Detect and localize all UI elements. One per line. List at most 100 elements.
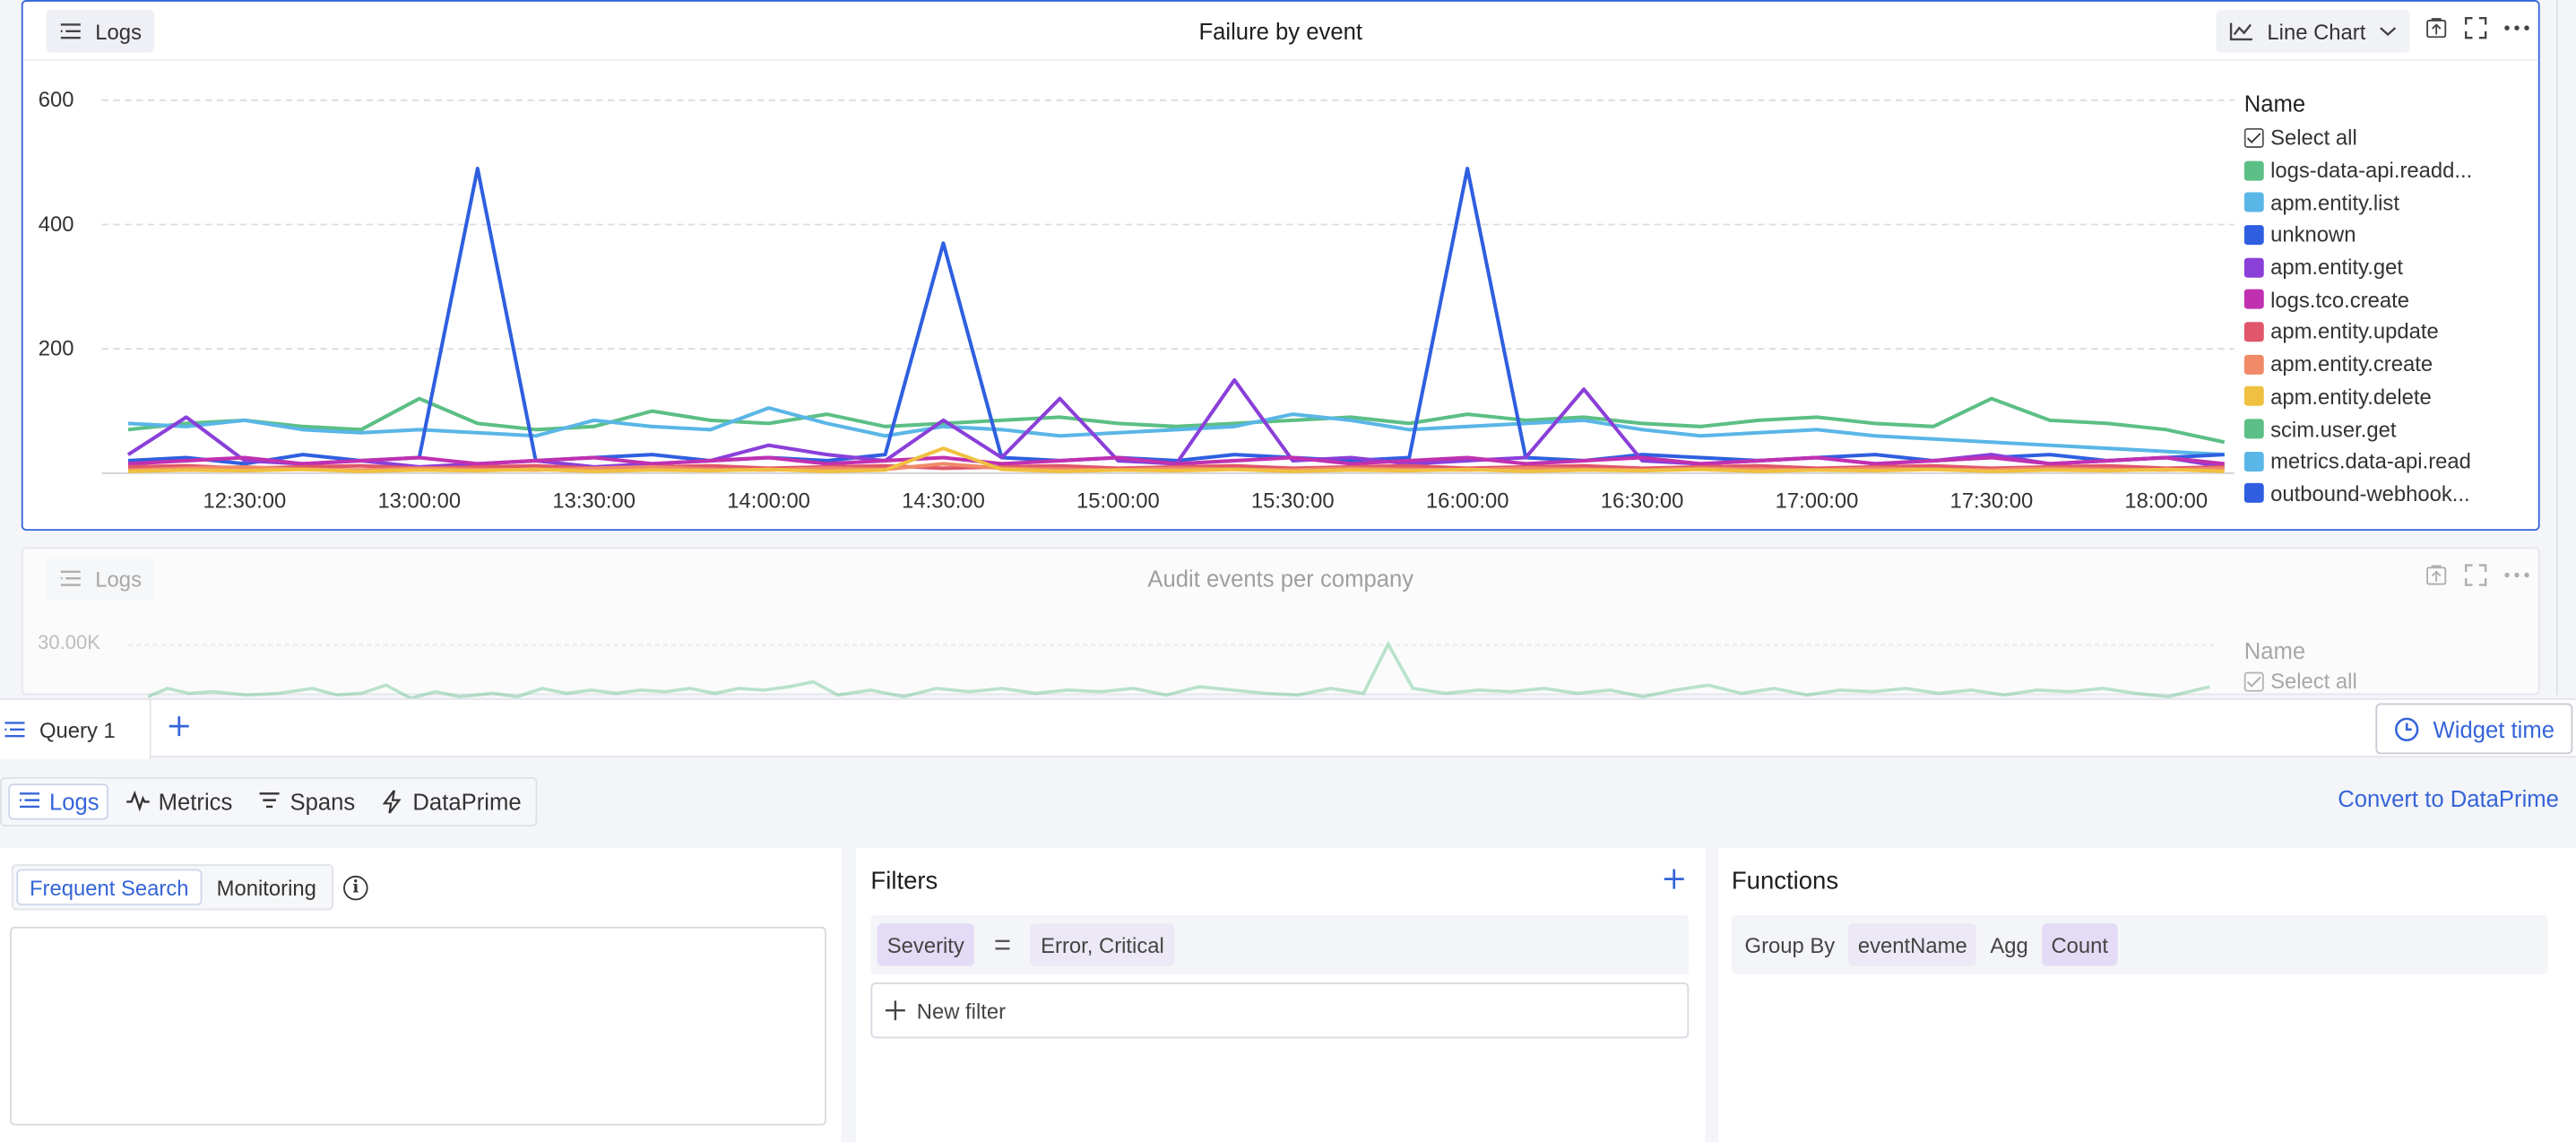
function-row: Group By eventName Agg Count bbox=[1731, 914, 2548, 974]
convert-to-dataprime-link[interactable]: Convert to DataPrime bbox=[2338, 785, 2559, 812]
logs-icon bbox=[60, 23, 81, 39]
series-line bbox=[127, 446, 2225, 473]
legend-item[interactable]: scim.user.get bbox=[2243, 412, 2540, 445]
logs-source-chip[interactable]: Logs bbox=[46, 557, 155, 601]
legend-select-all[interactable]: Select all bbox=[2243, 122, 2540, 154]
line-chart-icon bbox=[2229, 22, 2252, 41]
legend-label: outbound-webhook... bbox=[2270, 480, 2470, 506]
info-icon[interactable]: i bbox=[343, 875, 368, 901]
filters-title: Filters bbox=[870, 867, 938, 895]
y-tick-label: 200 bbox=[39, 337, 74, 361]
legend-label: apm.entity.list bbox=[2270, 190, 2399, 215]
group-by-value[interactable]: eventName bbox=[1847, 923, 1977, 966]
select-all-label: Select all bbox=[2270, 668, 2357, 694]
query-type-logs[interactable]: Logs bbox=[8, 783, 109, 820]
query-type-label: Spans bbox=[290, 788, 356, 816]
failure-by-event-widget: Logs Failure by event Line Chart 200 400 6… bbox=[21, 0, 2540, 532]
legend-item[interactable]: outbound-webhook... bbox=[2243, 478, 2540, 510]
x-tick-label: 18:00:00 bbox=[2124, 489, 2208, 513]
chevron-down-icon bbox=[2380, 27, 2397, 37]
series-line bbox=[127, 406, 2225, 457]
widget-title: Failure by event bbox=[1198, 18, 1363, 45]
x-tick-label: 17:00:00 bbox=[1776, 489, 1859, 513]
tab-query-1[interactable]: Query 1 bbox=[0, 699, 151, 759]
logs-icon bbox=[19, 792, 39, 809]
legend-header: Name bbox=[2243, 90, 2306, 117]
legend-label: unknown bbox=[2270, 222, 2356, 247]
x-tick-label: 14:00:00 bbox=[727, 489, 810, 513]
more-icon[interactable] bbox=[2503, 16, 2529, 39]
legend-item[interactable]: unknown bbox=[2243, 219, 2540, 251]
tab-label: Query 1 bbox=[39, 717, 116, 742]
x-tick-label: 16:30:00 bbox=[1601, 489, 1684, 513]
agg-label: Agg bbox=[1990, 932, 2028, 957]
audit-line bbox=[147, 640, 2210, 700]
query-type-metrics[interactable]: Metrics bbox=[119, 783, 241, 819]
query-type-selector: Logs Metrics Spans DataPrime bbox=[0, 776, 538, 826]
filter-value[interactable]: Error, Critical bbox=[1031, 923, 1174, 966]
legend-swatch bbox=[2243, 354, 2264, 375]
legend-swatch bbox=[2243, 224, 2264, 245]
logs-source-chip[interactable]: Logs bbox=[46, 9, 155, 53]
spans-icon bbox=[260, 792, 281, 809]
plus-icon bbox=[169, 716, 189, 737]
legend-label: metrics.data-api.read bbox=[2270, 448, 2471, 474]
filter-field[interactable]: Severity bbox=[877, 923, 974, 966]
equals-icon: = bbox=[993, 927, 1012, 961]
tab-monitoring[interactable]: Monitoring bbox=[216, 875, 316, 900]
add-query-button[interactable] bbox=[168, 714, 191, 740]
search-mode-toggle: Frequent Search Monitoring bbox=[11, 864, 333, 911]
legend-label: apm.entity.delete bbox=[2270, 384, 2432, 410]
legend-item[interactable]: logs.tco.create bbox=[2243, 283, 2540, 316]
y-tick-label: 400 bbox=[39, 212, 74, 237]
agg-value[interactable]: Count bbox=[2041, 923, 2119, 966]
export-icon[interactable] bbox=[2425, 564, 2448, 587]
legend-select-all[interactable]: Select all bbox=[2243, 668, 2357, 694]
legend-item[interactable]: logs-data-api.readd... bbox=[2243, 154, 2540, 186]
chart-type-label: Line Chart bbox=[2267, 19, 2366, 44]
tab-frequent-search[interactable]: Frequent Search bbox=[16, 869, 203, 905]
scrollbar-track[interactable] bbox=[2555, 0, 2558, 696]
legend-label: logs.tco.create bbox=[2270, 287, 2410, 312]
query-type-dataprime[interactable]: DataPrime bbox=[373, 783, 529, 819]
query-textarea[interactable] bbox=[9, 926, 826, 1126]
query-icon bbox=[4, 722, 25, 738]
legend-swatch bbox=[2243, 290, 2264, 310]
legend-item[interactable]: metrics.data-api.read bbox=[2243, 445, 2540, 477]
new-filter-button[interactable]: New filter bbox=[870, 982, 1690, 1039]
widget-title: Audit events per company bbox=[1147, 565, 1414, 592]
logs-icon bbox=[60, 570, 81, 586]
legend-item[interactable]: apm.entity.create bbox=[2243, 348, 2540, 380]
chart-type-select[interactable]: Line Chart bbox=[2216, 9, 2410, 53]
y-tick-label: 30.00K bbox=[38, 630, 100, 654]
fullscreen-icon[interactable] bbox=[2464, 564, 2487, 587]
add-filter-button[interactable] bbox=[1663, 864, 1686, 897]
legend-label: apm.entity.create bbox=[2270, 351, 2433, 377]
export-icon[interactable] bbox=[2425, 16, 2448, 39]
chart-legend: Name Select all logs-data-api.readd... ap… bbox=[2243, 90, 2540, 510]
functions-panel bbox=[1718, 847, 2576, 1142]
series-line bbox=[127, 167, 2225, 466]
legend-item[interactable]: apm.entity.delete bbox=[2243, 380, 2540, 412]
x-tick-label: 15:00:00 bbox=[1076, 489, 1160, 513]
checkbox-icon[interactable] bbox=[2243, 670, 2264, 691]
legend-label: scim.user.get bbox=[2270, 416, 2397, 442]
widget-time-button[interactable]: Widget time bbox=[2375, 703, 2573, 755]
legend-item[interactable]: apm.entity.get bbox=[2243, 251, 2540, 283]
y-tick-label: 600 bbox=[39, 88, 74, 112]
more-icon[interactable] bbox=[2503, 564, 2529, 587]
filter-row: Severity = Error, Critical bbox=[870, 914, 1690, 974]
query-type-label: DataPrime bbox=[412, 788, 522, 816]
legend-item[interactable]: apm.entity.update bbox=[2243, 316, 2540, 348]
fullscreen-icon[interactable] bbox=[2464, 16, 2487, 39]
clock-icon bbox=[2395, 716, 2419, 741]
legend-label: apm.entity.get bbox=[2270, 255, 2403, 280]
legend-swatch bbox=[2243, 160, 2264, 180]
legend-item[interactable]: apm.entity.list bbox=[2243, 186, 2540, 219]
functions-title: Functions bbox=[1731, 867, 1839, 895]
checkbox-icon[interactable] bbox=[2243, 127, 2264, 148]
query-type-spans[interactable]: Spans bbox=[250, 783, 363, 819]
query-type-label: Logs bbox=[48, 788, 99, 816]
grid-line bbox=[127, 644, 2215, 646]
legend-swatch bbox=[2243, 386, 2264, 407]
